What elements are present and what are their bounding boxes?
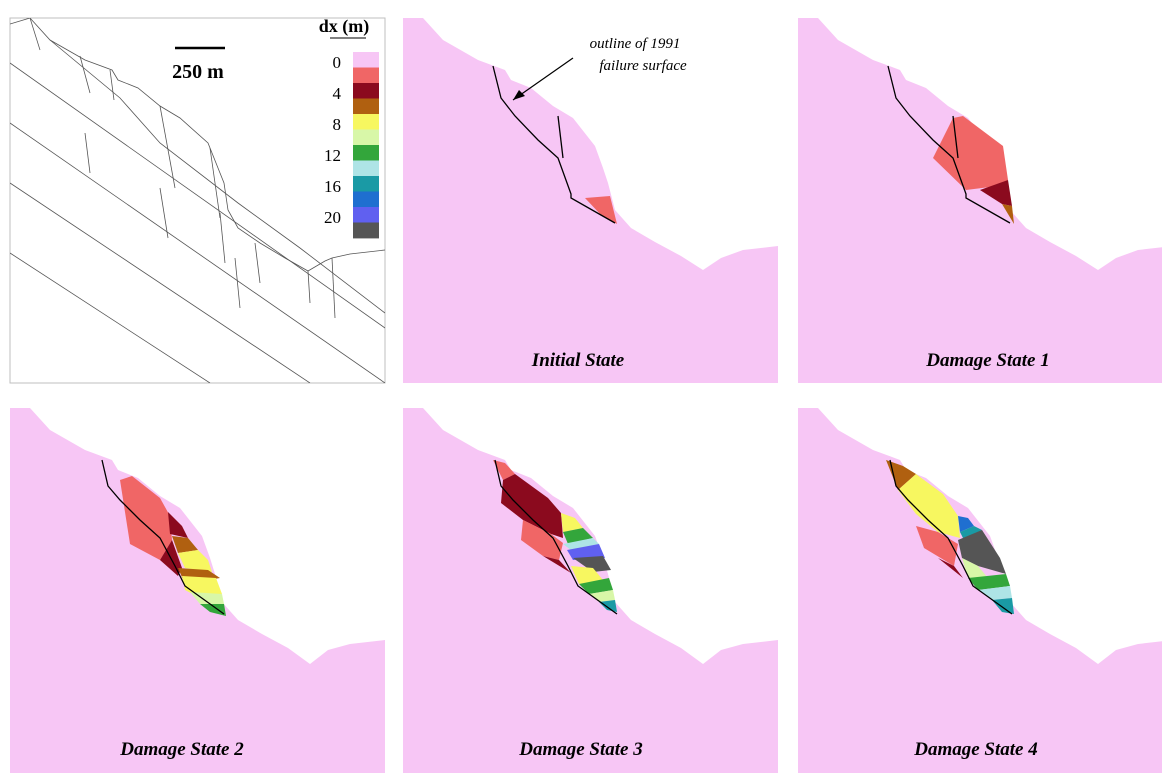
legend-tick-12: 12 <box>324 146 341 165</box>
block-dx-4 <box>916 526 958 566</box>
block-dx-14b <box>579 578 613 594</box>
panel-title: Damage State 1 <box>925 350 1050 371</box>
block-dx-6 <box>980 180 1012 206</box>
block-dx-4b <box>521 520 563 560</box>
block-dx-14 <box>563 528 593 544</box>
annotation-line-2: failure surface <box>599 58 687 74</box>
block-dx-8 <box>1002 204 1014 224</box>
legend-tick-8: 8 <box>333 115 342 134</box>
block-dx-6 <box>501 474 563 538</box>
panel-title: Initial State <box>531 350 625 371</box>
annotation-arrow-line <box>512 57 574 101</box>
block-dx-18b <box>960 526 982 540</box>
failure-surface-outline <box>101 459 225 615</box>
panel-initial-state: outline of 1991 failure surface Initial … <box>403 18 778 383</box>
block-mesh <box>10 18 385 383</box>
block-dx-4 <box>585 196 617 224</box>
scale-bar-label: 250 m <box>172 61 224 83</box>
failure-surface-outline <box>887 65 1011 224</box>
block-dx-8 <box>172 536 198 553</box>
legend-swatch <box>353 145 379 161</box>
block-dx-10b <box>571 566 603 584</box>
legend-title: dx (m) <box>319 16 370 37</box>
panel-mesh: 250 m <box>9 17 386 384</box>
failure-surface-scarp <box>952 115 959 159</box>
failure-surface-outline <box>889 459 1013 615</box>
panel-damage-state-2: Damage State 2 <box>10 408 385 773</box>
rock-mass <box>798 18 1162 383</box>
legend-swatch <box>353 67 379 84</box>
legend-swatch <box>353 176 379 192</box>
block-dx-10 <box>178 550 212 572</box>
panel-title: Damage State 2 <box>119 739 244 760</box>
block-dx-22 <box>573 556 611 572</box>
legend-swatch <box>353 207 379 223</box>
block-dx-16 <box>563 538 599 550</box>
legend-tick-20: 20 <box>324 208 341 227</box>
failure-surface-scarp <box>557 115 564 159</box>
block-dx-14 <box>968 574 1010 590</box>
legend-tick-16: 16 <box>324 177 341 196</box>
legend-swatch <box>353 98 379 115</box>
block-dx-8 <box>886 460 916 490</box>
block-dx-16 <box>978 586 1012 600</box>
legend-swatch <box>353 191 379 208</box>
block-dx-20 <box>567 544 605 560</box>
block-dx-4 <box>933 116 1008 190</box>
legend-swatch <box>353 160 379 177</box>
block-dx-6b <box>543 556 571 573</box>
block-dx-10 <box>898 474 960 538</box>
panel-damage-state-3: Damage State 3 <box>403 408 778 773</box>
block-dx-18c <box>992 598 1014 614</box>
block-dx-22 <box>958 530 1006 574</box>
block-dx-18 <box>599 600 617 612</box>
legend-swatch <box>353 52 379 68</box>
legend-swatch <box>353 129 379 146</box>
block-dx-6 <box>938 558 963 578</box>
legend-swatch <box>353 222 379 239</box>
block-dx-4 <box>120 476 172 560</box>
panel-damage-state-4: Damage State 4 <box>798 408 1162 773</box>
annotation-line-1: outline of 1991 <box>590 36 681 52</box>
legend-swatch <box>353 114 379 130</box>
legend: dx (m) 0 4 8 12 16 20 <box>319 16 379 239</box>
legend-swatches <box>353 52 379 239</box>
annotation-arrow-head <box>513 90 525 100</box>
legend-tick-0: 0 <box>333 53 342 72</box>
block-dx-4 <box>493 460 515 480</box>
panel-frame <box>9 17 386 384</box>
block-dx-12 <box>962 558 988 578</box>
block-dx-18 <box>958 516 974 532</box>
panel-title: Damage State 3 <box>518 739 643 760</box>
failure-surface-outline <box>494 459 618 615</box>
block-dx-10 <box>561 513 583 532</box>
legend-tick-4: 4 <box>333 84 342 103</box>
block-dx-14 <box>200 604 226 616</box>
legend-swatch <box>353 83 379 99</box>
panel-damage-state-1: Damage State 1 <box>798 18 1162 383</box>
block-dx-6b <box>168 512 188 538</box>
panel-title: Damage State 4 <box>913 739 1038 760</box>
failure-surface-outline <box>492 65 616 224</box>
